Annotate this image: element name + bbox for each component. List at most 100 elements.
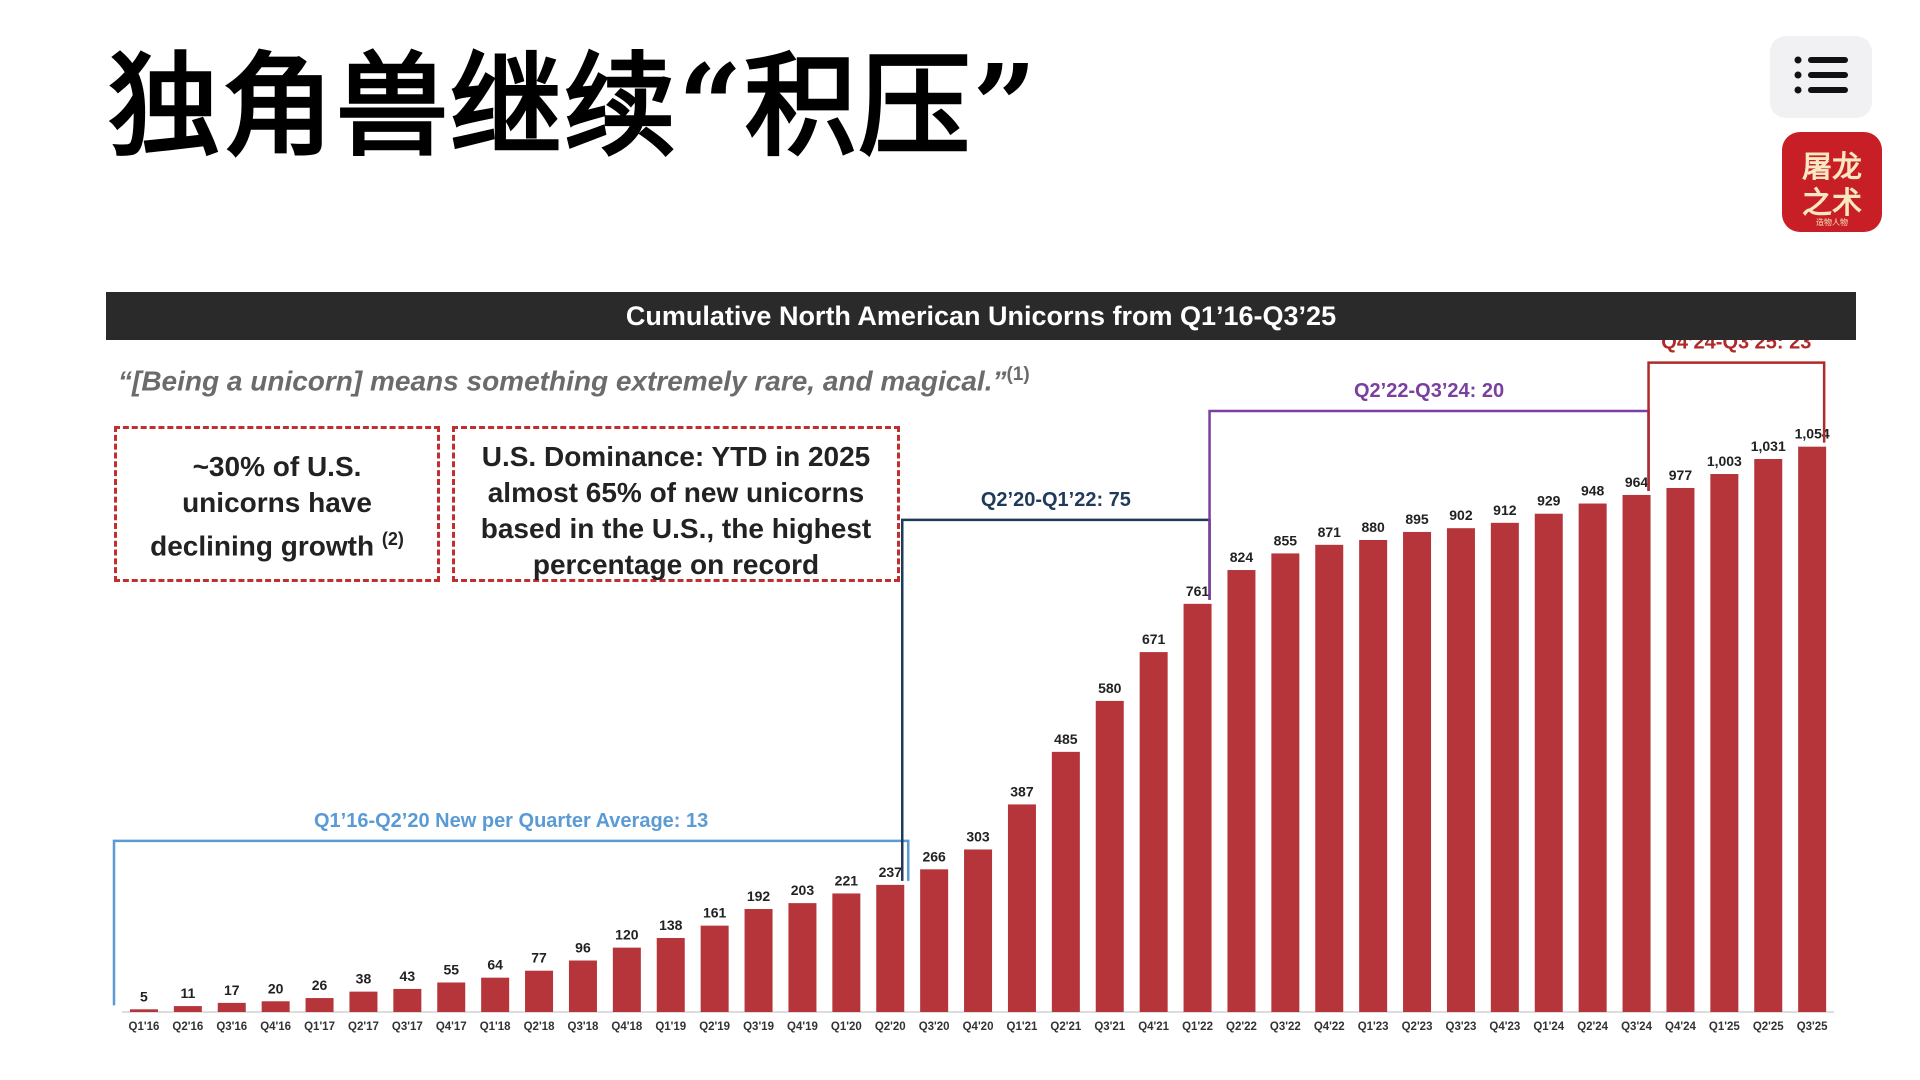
x-tick-label: Q2'25 — [1753, 1021, 1784, 1033]
bar-value-label: 120 — [615, 927, 639, 943]
x-tick-label: Q3'20 — [919, 1021, 950, 1033]
x-tick-label: Q4'19 — [787, 1021, 818, 1033]
bar — [1315, 544, 1344, 1012]
growth-period-label: Q1’16-Q2’20 New per Quarter Average: 13 — [314, 810, 708, 832]
bar — [1622, 494, 1651, 1012]
bar — [1403, 531, 1432, 1012]
x-tick-label: Q4'18 — [611, 1021, 642, 1033]
bar-value-label: 964 — [1625, 474, 1649, 490]
x-tick-label: Q1'16 — [129, 1021, 160, 1033]
bar-value-label: 977 — [1669, 467, 1693, 483]
bar-value-label: 1,003 — [1707, 453, 1742, 469]
bar-value-label: 237 — [879, 864, 903, 880]
x-tick-label: Q1'24 — [1533, 1021, 1564, 1033]
x-tick-label: Q2'24 — [1577, 1021, 1608, 1033]
bar-value-label: 912 — [1493, 502, 1517, 518]
bar — [1446, 528, 1475, 1012]
x-tick-label: Q4'17 — [436, 1021, 467, 1033]
chart-slide: 5 Q1'16 11 Q2'16 17 Q3'16 20 Q4'16 26 Q1'17 38 Q2'1… — [106, 292, 1856, 1052]
channel-logo[interactable]: 屠龙 之术 造物人物 — [1782, 132, 1882, 232]
bar-value-label: 64 — [487, 957, 503, 973]
x-tick-label: Q1'17 — [304, 1021, 335, 1033]
x-tick-label: Q1'25 — [1709, 1021, 1740, 1033]
bar-value-label: 902 — [1449, 507, 1473, 523]
x-tick-label: Q4'24 — [1665, 1021, 1696, 1033]
x-tick-label: Q1'23 — [1358, 1021, 1389, 1033]
callout-line: almost 65% of new unicorns — [487, 477, 865, 508]
bar — [656, 937, 685, 1012]
bar — [305, 998, 334, 1012]
bar-value-label: 5 — [140, 988, 148, 1004]
x-tick-label: Q3'25 — [1797, 1021, 1828, 1033]
bar-value-label: 761 — [1186, 583, 1210, 599]
bar — [788, 903, 817, 1012]
bar — [173, 1006, 202, 1012]
bar-value-label: 1,054 — [1795, 426, 1830, 442]
quote-footnote: (1) — [1006, 364, 1030, 385]
bar — [437, 982, 466, 1012]
bar — [1666, 487, 1695, 1012]
growth-period-bracket — [112, 839, 910, 1006]
bar-value-label: 266 — [922, 848, 946, 864]
bar-value-label: 303 — [966, 828, 990, 844]
logo-text-line1: 屠龙 — [1802, 150, 1862, 185]
x-tick-label: Q3'18 — [568, 1021, 599, 1033]
x-tick-label: Q2'17 — [348, 1021, 379, 1033]
bar — [876, 884, 905, 1012]
bar — [1798, 446, 1827, 1012]
callout-line: based in the U.S., the highest — [480, 513, 872, 544]
bar-value-label: 55 — [443, 962, 459, 978]
bar — [612, 947, 641, 1012]
bar — [1227, 570, 1256, 1012]
bar-value-label: 671 — [1142, 631, 1166, 647]
bar-value-label: 580 — [1098, 680, 1122, 696]
x-tick-label: Q1'19 — [655, 1021, 686, 1033]
x-tick-label: Q2'16 — [172, 1021, 203, 1033]
menu-button[interactable] — [1770, 36, 1872, 118]
growth-period-bracket — [1647, 361, 1826, 491]
callout-line: U.S. Dominance: YTD in 2025 — [481, 441, 871, 472]
logo-text-line2: 之术 — [1802, 186, 1862, 221]
bar — [832, 893, 861, 1012]
x-tick-label: Q2'20 — [875, 1021, 906, 1033]
bar — [217, 1002, 246, 1012]
x-tick-label: Q2'18 — [524, 1021, 555, 1033]
bar — [1183, 603, 1212, 1012]
bar — [744, 909, 773, 1012]
unicorn-quote: “[Being a unicorn] means something extre… — [118, 364, 1030, 397]
x-tick-label: Q3'22 — [1270, 1021, 1301, 1033]
bar-value-label: 38 — [356, 971, 372, 987]
bar-value-label: 138 — [659, 917, 683, 933]
callout-footnote: (2) — [381, 529, 404, 549]
quote-text: “[Being a unicorn] means something extre… — [118, 365, 1007, 397]
bar-value-label: 929 — [1537, 493, 1561, 509]
x-tick-label: Q3'16 — [216, 1021, 247, 1033]
x-tick-label: Q3'23 — [1446, 1021, 1477, 1033]
x-tick-label: Q2'21 — [1050, 1021, 1081, 1033]
bar-value-label: 221 — [835, 872, 859, 888]
bar-value-label: 880 — [1361, 519, 1385, 535]
x-tick-label: Q1'21 — [1007, 1021, 1038, 1033]
bar — [349, 991, 378, 1012]
bar-value-label: 203 — [791, 882, 815, 898]
bar — [1490, 522, 1519, 1012]
bar — [393, 988, 422, 1012]
callout-line: percentage on record — [532, 549, 820, 580]
x-tick-label: Q1'18 — [480, 1021, 511, 1033]
bar — [1754, 459, 1783, 1012]
bar — [700, 925, 729, 1012]
bar — [1534, 513, 1563, 1012]
x-tick-label: Q2'23 — [1402, 1021, 1433, 1033]
x-tick-label: Q4'20 — [963, 1021, 994, 1033]
x-tick-label: Q4'23 — [1489, 1021, 1520, 1033]
logo-text-line3: 造物人物 — [1816, 218, 1848, 227]
bar-value-label: 96 — [575, 940, 591, 956]
x-tick-label: Q4'16 — [260, 1021, 291, 1033]
bar-value-label: 17 — [224, 982, 240, 998]
bar-value-label: 11 — [180, 985, 195, 1001]
bar — [1095, 700, 1124, 1012]
bar-value-label: 485 — [1054, 731, 1078, 747]
bar — [129, 1009, 158, 1012]
page-headline: 独角兽继续“积压” — [108, 41, 1039, 172]
x-tick-label: Q3'19 — [743, 1021, 774, 1033]
